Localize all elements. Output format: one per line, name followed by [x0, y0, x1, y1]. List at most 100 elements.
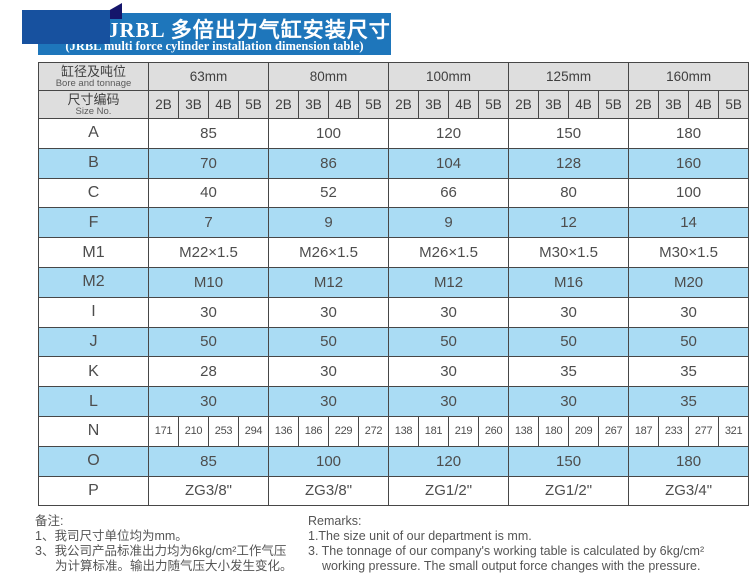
- dimension-value: 30: [388, 296, 510, 328]
- size-no-header-cell: 尺寸编码 Size No.: [38, 90, 149, 119]
- size-code-header: 2B: [508, 90, 540, 119]
- size-code-header: 4B: [328, 90, 360, 119]
- table-row-M2: M2 M10 M12 M12 M16 M20: [38, 266, 750, 298]
- dimension-value: 150: [508, 118, 630, 149]
- dimension-value: 70: [147, 147, 270, 179]
- dimension-value: M26×1.5: [268, 237, 390, 268]
- dimension-value: 30: [268, 356, 390, 388]
- row-label: P: [38, 475, 149, 507]
- dimension-value: 50: [628, 326, 750, 358]
- dimension-value: 50: [388, 326, 510, 358]
- dimension-value: ZG1/2": [388, 475, 510, 507]
- banner-accent-square: [22, 10, 110, 44]
- dimension-value: ZG3/8": [268, 475, 390, 507]
- title-banner: JRBL 多倍出力气缸安装尺寸表 (JRBL multi force cylin…: [38, 13, 413, 55]
- dimension-value: 138: [388, 415, 420, 447]
- dimension-value: M12: [268, 266, 390, 298]
- size-code-header: 5B: [598, 90, 630, 119]
- dimension-value: 187: [628, 415, 660, 447]
- dimension-value: 100: [268, 445, 390, 477]
- table-row-I: I 30 30 30 30 30: [38, 296, 750, 328]
- row-label: A: [38, 118, 149, 149]
- dimension-value: 50: [268, 326, 390, 358]
- row-label: C: [38, 177, 149, 209]
- size-code-header: 3B: [538, 90, 570, 119]
- dimension-value: 30: [147, 386, 270, 417]
- dimension-value: 272: [358, 415, 390, 447]
- bore-tonnage-label-cn: 缸径及吨位: [60, 63, 126, 79]
- dimension-value: 40: [147, 177, 270, 209]
- row-label: M2: [38, 266, 149, 298]
- table-row-A: A 85 100 120 150 180: [38, 118, 750, 149]
- dimension-value: 229: [328, 415, 360, 447]
- table-row-P: P ZG3/8" ZG3/8" ZG1/2" ZG1/2" ZG3/4": [38, 475, 750, 507]
- remark-line: 1.The size unit of our department is mm.: [308, 529, 532, 543]
- dimension-value: 136: [268, 415, 300, 447]
- table-row-N: N 171 210 253 294 136 186 229 272 138 181 219 260 138…: [38, 415, 750, 447]
- remark-line: working pressure. The small output force…: [322, 559, 701, 573]
- dimension-value: 180: [628, 118, 750, 149]
- size-code-header: 4B: [688, 90, 720, 119]
- dimension-value: 86: [268, 147, 390, 179]
- remarks-title-en: Remarks:: [308, 514, 362, 528]
- table-row-M1: M1 M22×1.5 M26×1.5 M26×1.5 M30×1.5 M30×1.5: [38, 237, 750, 268]
- row-label: K: [38, 356, 149, 388]
- dimension-value: 186: [298, 415, 330, 447]
- dimension-value: M16: [508, 266, 630, 298]
- page-title: JRBL 多倍出力气缸安装尺寸表: [108, 18, 413, 42]
- size-code-header: 2B: [628, 90, 660, 119]
- dimension-value: 85: [147, 118, 270, 149]
- dimension-value: 30: [628, 296, 750, 328]
- size-no-label-cn: 尺寸编码: [67, 91, 120, 107]
- table-row-F: F 7 9 9 12 14: [38, 207, 750, 239]
- dimension-value: 30: [508, 386, 630, 417]
- bore-header-100mm: 100mm: [388, 62, 510, 91]
- row-label: B: [38, 147, 149, 179]
- remark-line: 为计算标准。输出力随气压大小发生变化。: [55, 559, 293, 573]
- bore-tonnage-header-cell: 缸径及吨位 Bore and tonnage: [38, 62, 149, 91]
- dimension-value: 28: [147, 356, 270, 388]
- dimension-value: 9: [388, 207, 510, 239]
- size-code-header: 3B: [178, 90, 209, 119]
- size-code-header: 4B: [568, 90, 600, 119]
- size-code-header: 2B: [388, 90, 420, 119]
- remark-line: 3、我公司产品标准出力均为6kg/cm²工作气压: [35, 544, 287, 558]
- table-row-O: O 85 100 120 150 180: [38, 445, 750, 477]
- dimension-value: 50: [508, 326, 630, 358]
- dimension-value: 30: [508, 296, 630, 328]
- size-code-header: 2B: [148, 90, 179, 119]
- table-row-J: J 50 50 50 50 50: [38, 326, 750, 358]
- dimension-value: 253: [208, 415, 239, 447]
- dimension-value: 100: [268, 118, 390, 149]
- remark-line: 3. The tonnage of our company's working …: [308, 544, 705, 558]
- dimension-value: M30×1.5: [508, 237, 630, 268]
- dimension-value: M22×1.5: [147, 237, 270, 268]
- size-code-header: 3B: [658, 90, 690, 119]
- dimension-value: 30: [268, 296, 390, 328]
- dimension-value: 30: [388, 356, 510, 388]
- dimension-value: 180: [628, 445, 750, 477]
- size-no-label-en: Size No.: [75, 105, 112, 117]
- dimension-value: ZG3/4": [628, 475, 750, 507]
- size-code-header: 3B: [298, 90, 330, 119]
- dimension-value: 180: [538, 415, 570, 447]
- table-row-K: K 28 30 30 35 35: [38, 356, 750, 388]
- remarks-chinese: 备注: 1、我司尺寸单位均为mm。 3、我公司产品标准出力均为6kg/cm²工作…: [35, 514, 305, 574]
- row-label: F: [38, 207, 149, 239]
- dimension-value: 138: [508, 415, 540, 447]
- row-label: J: [38, 326, 149, 358]
- size-code-header: 5B: [358, 90, 390, 119]
- dimension-value: 35: [628, 356, 750, 388]
- table-row-C: C 40 52 66 80 100: [38, 177, 750, 209]
- dimension-value: 260: [478, 415, 510, 447]
- dimension-value: 171: [148, 415, 179, 447]
- size-code-header: 5B: [237, 90, 270, 119]
- dimension-value: 219: [448, 415, 480, 447]
- dimension-value: 277: [688, 415, 720, 447]
- dimension-value: 209: [568, 415, 600, 447]
- dimension-value: M26×1.5: [388, 237, 510, 268]
- dimension-table: 缸径及吨位 Bore and tonnage 63mm 80mm 100mm 125m…: [38, 62, 750, 507]
- dimension-value: 85: [147, 445, 270, 477]
- dimension-value: 52: [268, 177, 390, 209]
- row-label: L: [38, 386, 149, 417]
